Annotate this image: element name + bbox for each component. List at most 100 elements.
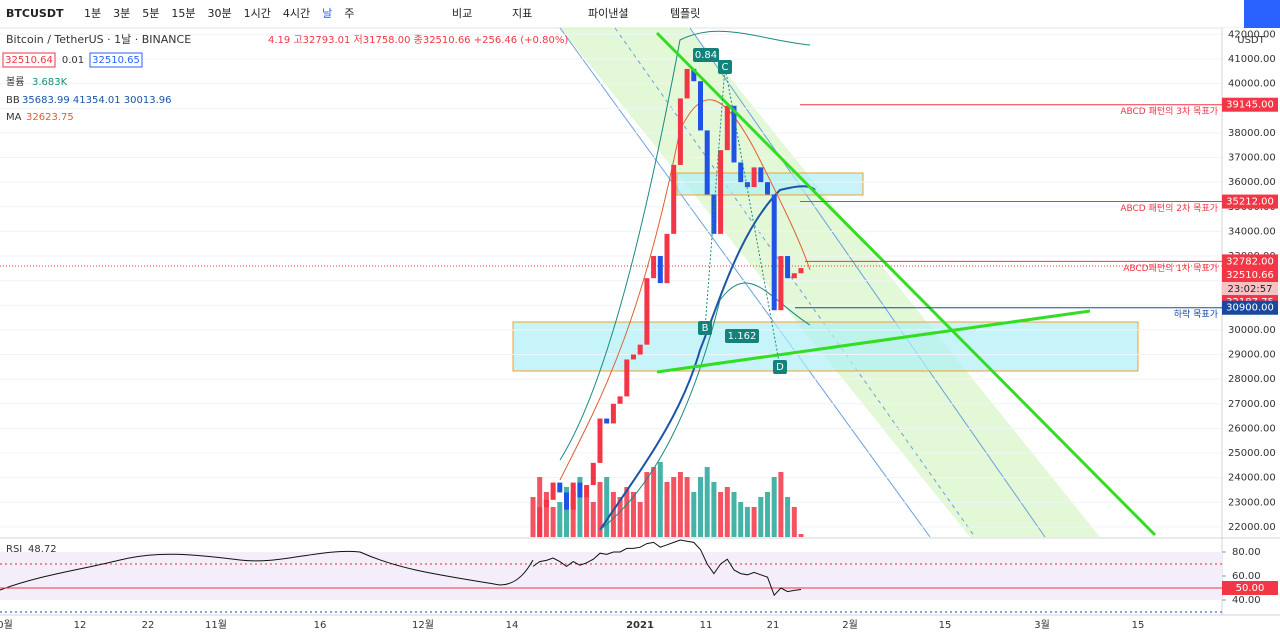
price-tick-label: 40000.00 bbox=[1228, 79, 1276, 90]
price-tick-label: 24000.00 bbox=[1228, 473, 1276, 484]
candle bbox=[564, 492, 569, 510]
interval-button[interactable]: 1시간 bbox=[244, 7, 271, 20]
symbol[interactable]: BTCUSDT bbox=[6, 7, 64, 20]
candle bbox=[584, 485, 590, 498]
price-tag bbox=[1222, 194, 1278, 209]
interval-button[interactable]: 3분 bbox=[113, 7, 130, 20]
candle bbox=[704, 130, 710, 195]
candle bbox=[738, 162, 744, 183]
price-tick-label: 23000.00 bbox=[1228, 497, 1276, 508]
bb-upper bbox=[559, 30, 811, 461]
price-axis bbox=[1222, 28, 1280, 633]
toolbar-button[interactable]: 지표 bbox=[512, 7, 532, 20]
volume-bar bbox=[771, 477, 777, 537]
countdown-tag bbox=[1222, 282, 1278, 297]
candles bbox=[537, 68, 804, 537]
interval-button[interactable]: 30분 bbox=[208, 7, 232, 20]
volume-bar bbox=[684, 477, 690, 537]
candle bbox=[671, 164, 677, 234]
target-note: ABCD 패턴의 3차 목표가 bbox=[1120, 105, 1218, 117]
channel-line bbox=[559, 27, 931, 538]
price-tick-label: 42000.00 bbox=[1228, 29, 1276, 40]
volume-bar bbox=[671, 477, 677, 537]
bb-basis bbox=[559, 99, 811, 481]
candle bbox=[543, 499, 549, 508]
candle bbox=[771, 194, 777, 311]
candle bbox=[637, 344, 643, 355]
price-tag bbox=[1222, 254, 1278, 269]
volume-bar bbox=[744, 507, 750, 537]
toolbar-button[interactable]: 파이낸셜 bbox=[588, 7, 628, 20]
volume-bar bbox=[691, 492, 697, 537]
interval-button[interactable]: 1분 bbox=[84, 7, 101, 20]
rsi-line bbox=[532, 539, 802, 597]
candle bbox=[557, 482, 563, 493]
candle bbox=[785, 256, 791, 279]
countdown: 23:02:57 bbox=[1228, 284, 1273, 295]
candle bbox=[604, 418, 610, 424]
toolbar-button[interactable]: 템플릿 bbox=[670, 7, 700, 20]
candle bbox=[617, 396, 623, 404]
channel-fill bbox=[560, 28, 1100, 537]
price-tick-label: 27000.00 bbox=[1228, 399, 1276, 410]
volume-bar bbox=[731, 492, 737, 537]
rsi-tick-label: 40.00 bbox=[1232, 595, 1261, 606]
ratio-label: 1.162 bbox=[728, 331, 757, 342]
interval-button[interactable]: 날 bbox=[322, 7, 332, 20]
candle bbox=[751, 167, 757, 188]
bb-label: BB bbox=[6, 95, 20, 106]
point-badge bbox=[773, 360, 787, 374]
point-badge bbox=[698, 321, 712, 335]
volume-bar bbox=[570, 492, 576, 537]
interval-button[interactable]: 15분 bbox=[171, 7, 195, 20]
bb-value: 35683.99 41354.01 30013.96 bbox=[22, 95, 172, 106]
channel-line bbox=[689, 27, 1046, 538]
candle bbox=[718, 150, 724, 234]
candle bbox=[610, 403, 616, 424]
legend-title: Bitcoin / TetherUS · 1날 · BINANCE bbox=[6, 33, 191, 46]
rsi-tick-label: 60.00 bbox=[1232, 571, 1261, 582]
volume-bar bbox=[698, 477, 703, 537]
rsi-band bbox=[0, 552, 1222, 600]
candle bbox=[698, 81, 703, 131]
point-badge bbox=[718, 60, 732, 74]
target-note: ABCD 패턴의 2차 목표가 bbox=[1120, 202, 1218, 214]
price-tick-label: 41000.00 bbox=[1228, 54, 1276, 65]
ask-box[interactable] bbox=[89, 52, 143, 68]
volume-bar bbox=[604, 477, 610, 537]
volume-bar bbox=[610, 492, 616, 537]
volume-bar bbox=[718, 492, 724, 537]
volume-bar bbox=[657, 462, 663, 537]
point-label: B bbox=[702, 323, 709, 334]
volume-bar bbox=[785, 497, 791, 537]
candle bbox=[744, 182, 750, 188]
time-label: 21 bbox=[767, 620, 780, 631]
volume-bar bbox=[724, 487, 730, 537]
candle bbox=[651, 256, 657, 279]
volume-bar bbox=[631, 492, 636, 537]
time-label: 3월 bbox=[1034, 619, 1050, 631]
point-label: D bbox=[776, 362, 784, 373]
ma-line bbox=[599, 185, 816, 531]
interval-button[interactable]: 4시간 bbox=[283, 7, 310, 20]
interval-button[interactable]: 주 bbox=[344, 7, 354, 20]
bid-box[interactable] bbox=[2, 52, 56, 68]
volume-bar bbox=[738, 502, 744, 537]
candle bbox=[570, 482, 576, 510]
candle bbox=[724, 105, 730, 151]
price-tick-label: 30000.00 bbox=[1228, 325, 1276, 336]
volume-bar bbox=[564, 487, 569, 537]
target-note: ABCD패턴의 1차 목표가 bbox=[1123, 262, 1218, 274]
candle bbox=[758, 167, 764, 183]
ratio-badge bbox=[693, 48, 719, 62]
volume-value: 3.683K bbox=[32, 77, 68, 88]
volume-bar bbox=[798, 534, 804, 537]
toolbar-button[interactable]: 비교 bbox=[452, 7, 472, 20]
trend-line bbox=[655, 31, 1157, 537]
interval-button[interactable]: 5분 bbox=[142, 7, 159, 20]
toolbar-end-button[interactable] bbox=[1244, 0, 1280, 28]
grid bbox=[0, 33, 1222, 528]
candle bbox=[765, 182, 770, 195]
